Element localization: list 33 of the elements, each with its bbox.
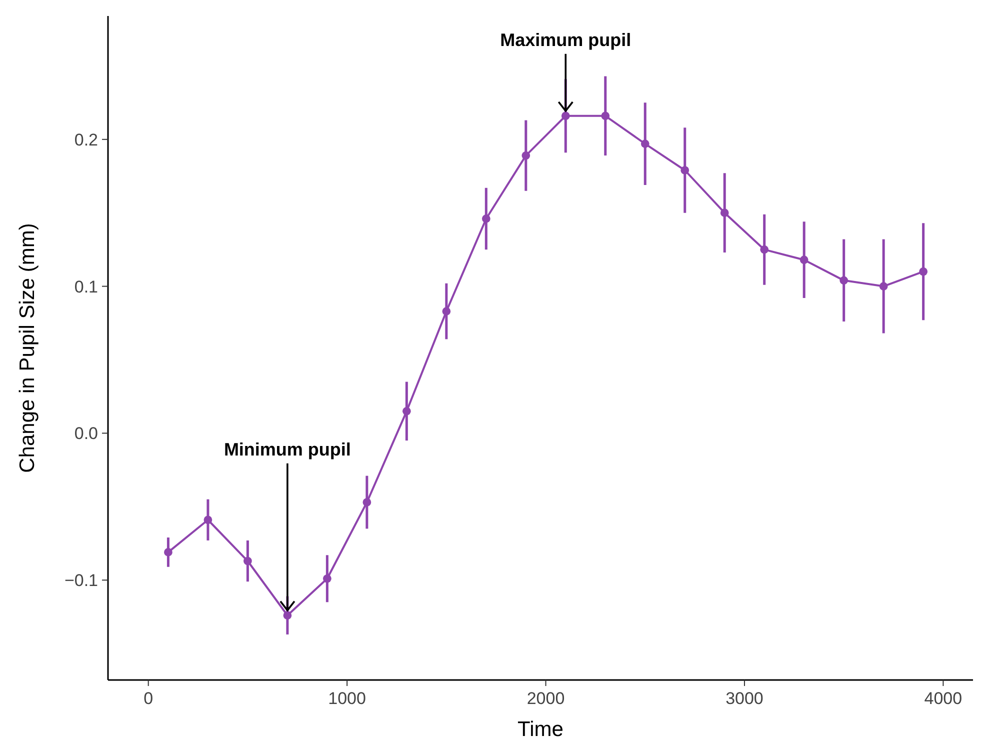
point: [204, 516, 212, 524]
point: [720, 208, 729, 218]
y-tick-label: −0.1: [64, 571, 98, 590]
point: [879, 282, 888, 290]
point: [800, 256, 808, 264]
point: [442, 307, 451, 316]
point: [840, 276, 848, 285]
point: [283, 611, 292, 620]
point: [919, 267, 928, 276]
x-tick-label: 1000: [328, 689, 366, 708]
point: [640, 140, 650, 148]
x-axis-title: Time: [518, 718, 564, 741]
x-tick-label: 2000: [526, 689, 565, 708]
point: [322, 574, 332, 583]
point: [601, 112, 610, 120]
x-tick-label: 0: [144, 689, 154, 708]
point: [680, 166, 690, 174]
point: [362, 498, 372, 506]
point: [402, 406, 411, 416]
point: [561, 112, 570, 120]
y-axis-title: Change in Pupil Size (mm): [16, 223, 39, 473]
point: [244, 556, 252, 566]
y-tick-label: 0.0: [74, 424, 98, 444]
annotation: Maximum pupil: [500, 30, 632, 50]
point: [522, 151, 530, 160]
x-tick-label: 4000: [924, 689, 962, 708]
point: [760, 245, 769, 254]
annotation: Minimum pupil: [224, 439, 351, 460]
y-tick-label: 0.1: [74, 277, 98, 296]
point: [482, 214, 490, 223]
x-tick-label: 3000: [726, 689, 764, 708]
point: [164, 548, 172, 556]
y-tick-label: 0.2: [74, 130, 98, 150]
